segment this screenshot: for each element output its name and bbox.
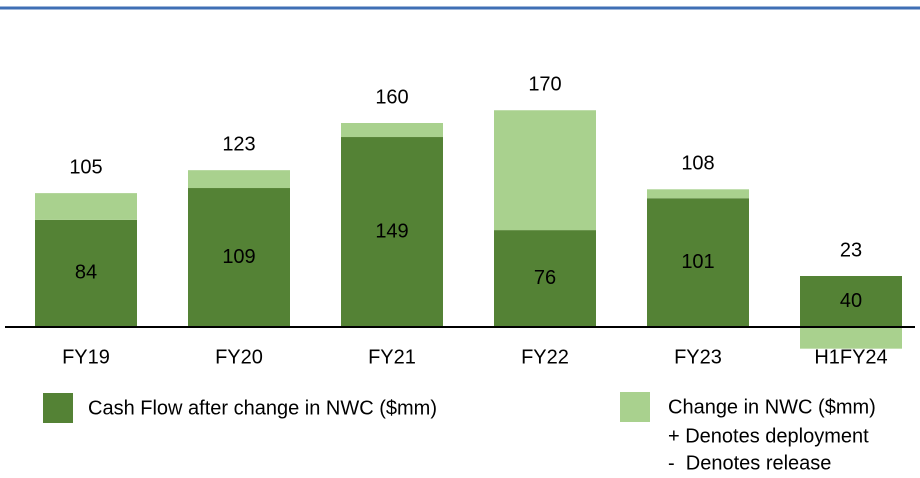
legend-label: Change in NWC ($mm)	[668, 396, 876, 418]
total-label: 23	[840, 239, 862, 261]
bar-value-label: 40	[840, 290, 862, 312]
x-tick-label: FY22	[521, 346, 569, 368]
x-tick-label: FY23	[674, 346, 722, 368]
x-tick-label: H1FY24	[814, 346, 887, 368]
bar-segment	[341, 137, 443, 327]
bar-segment	[494, 230, 596, 327]
bar-segment	[647, 198, 749, 327]
bar-value-label: 76	[534, 267, 556, 289]
bar-segment	[647, 189, 749, 199]
total-label: 105	[69, 156, 102, 178]
bar-segment	[188, 188, 290, 327]
bar-value-label: 84	[75, 262, 97, 284]
x-tick-label: FY20	[215, 346, 263, 368]
legend-swatch	[43, 393, 73, 423]
bar-value-label: 149	[375, 220, 408, 242]
total-label: 170	[528, 74, 561, 96]
bar-value-label: 101	[681, 251, 714, 273]
legend-note: - Denotes release	[668, 452, 831, 473]
total-label: 123	[222, 133, 255, 155]
bar-segment	[35, 219, 137, 327]
bar-segment	[494, 110, 596, 231]
total-label: 160	[375, 86, 408, 108]
legend-swatch	[620, 392, 650, 422]
bar-segment	[800, 276, 902, 327]
x-tick-label: FY21	[368, 346, 416, 368]
bar-segment	[341, 123, 443, 138]
bar-segment	[35, 193, 137, 220]
bar-segment	[188, 170, 290, 189]
x-tick-label: FY19	[62, 346, 110, 368]
bar-value-label: 109	[222, 246, 255, 268]
legend-note: + Denotes deployment	[668, 425, 869, 447]
bar-segment	[800, 327, 902, 349]
total-label: 108	[681, 153, 714, 175]
legend-label: Cash Flow after change in NWC ($mm)	[88, 397, 437, 419]
